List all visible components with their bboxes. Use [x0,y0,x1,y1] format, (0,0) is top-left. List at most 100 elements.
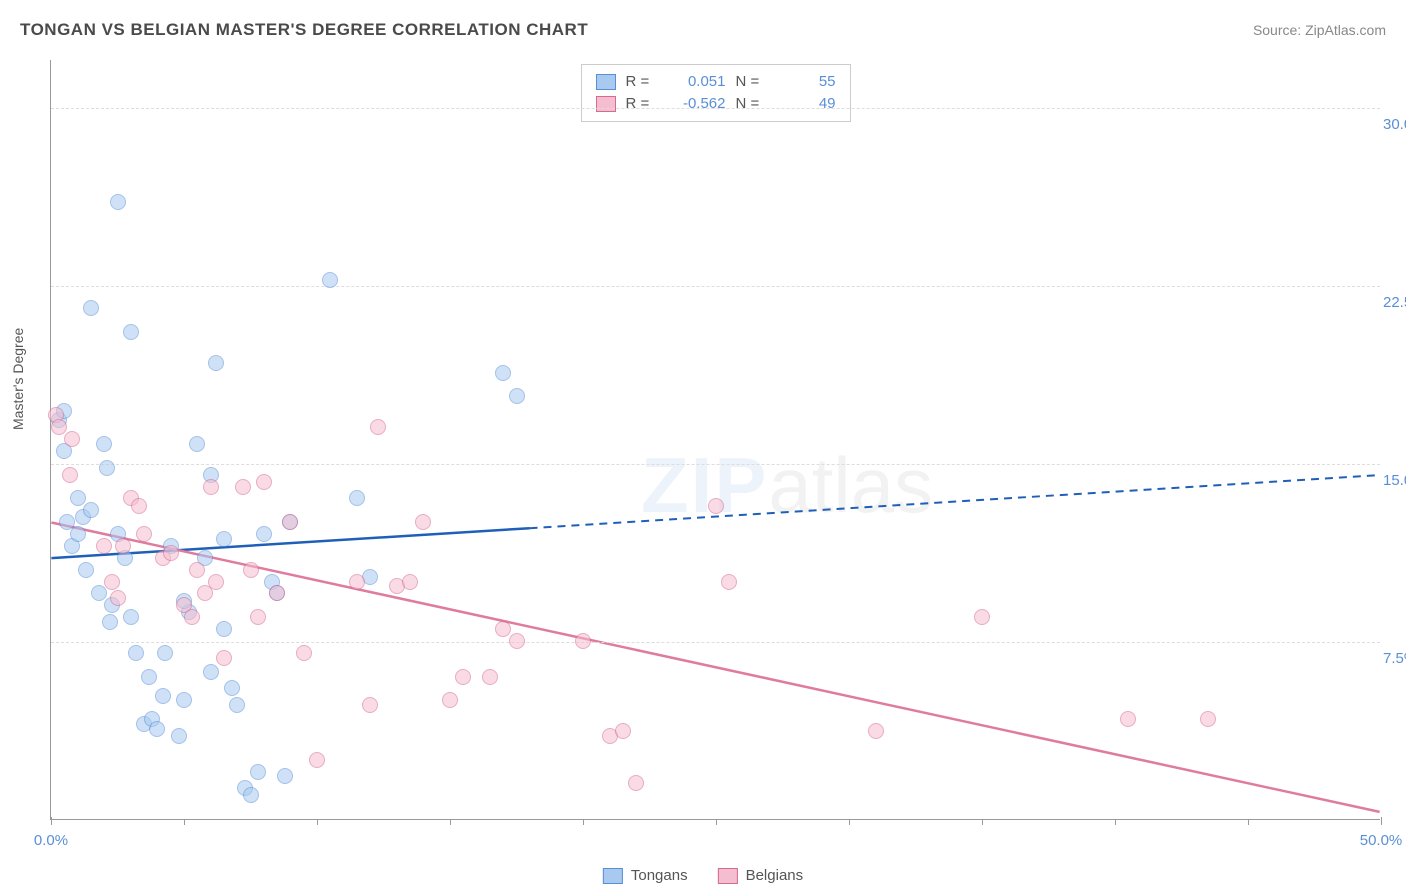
scatter-point[interactable] [282,514,298,530]
scatter-point[interactable] [708,498,724,514]
scatter-point[interactable] [176,692,192,708]
scatter-point[interactable] [83,300,99,316]
scatter-point[interactable] [402,574,418,590]
trend-lines-layer [51,60,1380,819]
chart-container: TONGAN VS BELGIAN MASTER'S DEGREE CORREL… [0,0,1406,892]
watermark-zip: ZIP [641,441,768,529]
scatter-point[interactable] [615,723,631,739]
scatter-point[interactable] [256,526,272,542]
scatter-point[interactable] [64,431,80,447]
scatter-point[interactable] [141,669,157,685]
scatter-point[interactable] [349,490,365,506]
scatter-point[interactable] [62,467,78,483]
scatter-point[interactable] [224,680,240,696]
legend-item-belgians[interactable]: Belgians [718,867,804,884]
scatter-point[interactable] [91,585,107,601]
scatter-point[interactable] [455,669,471,685]
scatter-point[interactable] [96,538,112,554]
xtick-minor [1115,819,1116,825]
scatter-point[interactable] [102,614,118,630]
scatter-point[interactable] [250,609,266,625]
source-link[interactable]: ZipAtlas.com [1305,22,1386,38]
scatter-point[interactable] [482,669,498,685]
scatter-point[interactable] [216,621,232,637]
scatter-point[interactable] [442,692,458,708]
xtick-minor [184,819,185,825]
scatter-point[interactable] [51,419,67,435]
scatter-point[interactable] [83,502,99,518]
scatter-point[interactable] [149,721,165,737]
scatter-point[interactable] [189,562,205,578]
scatter-point[interactable] [509,388,525,404]
scatter-point[interactable] [184,609,200,625]
scatter-point[interactable] [269,585,285,601]
xtick-minor [849,819,850,825]
scatter-point[interactable] [110,590,126,606]
scatter-point[interactable] [99,460,115,476]
scatter-point[interactable] [575,633,591,649]
scatter-point[interactable] [721,574,737,590]
scatter-point[interactable] [216,531,232,547]
scatter-point[interactable] [115,538,131,554]
scatter-point[interactable] [70,526,86,542]
scatter-point[interactable] [104,574,120,590]
legend-item-tongans[interactable]: Tongans [603,867,688,884]
legend-stats-row: R = -0.562 N = 49 [596,93,836,115]
scatter-point[interactable] [131,498,147,514]
xtick-minor [982,819,983,825]
scatter-point[interactable] [203,479,219,495]
scatter-point[interactable] [349,574,365,590]
scatter-point[interactable] [1200,711,1216,727]
scatter-point[interactable] [250,764,266,780]
scatter-point[interactable] [123,609,139,625]
r-label: R = [626,71,656,93]
ytick-label: 15.0% [1383,472,1406,489]
scatter-point[interactable] [296,645,312,661]
scatter-point[interactable] [229,697,245,713]
scatter-point[interactable] [216,650,232,666]
scatter-point[interactable] [256,474,272,490]
scatter-point[interactable] [157,645,173,661]
scatter-point[interactable] [495,621,511,637]
ytick-label: 7.5% [1383,650,1406,667]
scatter-point[interactable] [309,752,325,768]
scatter-point[interactable] [370,419,386,435]
scatter-point[interactable] [974,609,990,625]
scatter-point[interactable] [136,526,152,542]
scatter-point[interactable] [110,194,126,210]
legend-swatch-belgians [718,868,738,884]
legend-swatch-tongans [603,868,623,884]
scatter-point[interactable] [243,562,259,578]
scatter-point[interactable] [163,545,179,561]
scatter-point[interactable] [868,723,884,739]
legend-label: Tongans [631,867,688,884]
scatter-point[interactable] [509,633,525,649]
xtick-minor [716,819,717,825]
scatter-point[interactable] [208,574,224,590]
scatter-point[interactable] [235,479,251,495]
scatter-point[interactable] [495,365,511,381]
scatter-point[interactable] [1120,711,1136,727]
scatter-point[interactable] [322,272,338,288]
scatter-point[interactable] [243,787,259,803]
scatter-point[interactable] [128,645,144,661]
scatter-point[interactable] [155,688,171,704]
source-label: Source: [1253,22,1305,38]
scatter-point[interactable] [189,436,205,452]
scatter-point[interactable] [96,436,112,452]
scatter-point[interactable] [277,768,293,784]
scatter-point[interactable] [415,514,431,530]
scatter-point[interactable] [123,324,139,340]
xtick-label: 0.0% [34,832,68,849]
r-label: R = [626,93,656,115]
scatter-point[interactable] [628,775,644,791]
scatter-point[interactable] [362,697,378,713]
scatter-point[interactable] [70,490,86,506]
r-value: 0.051 [666,71,726,93]
watermark: ZIPatlas [641,440,933,531]
scatter-point[interactable] [78,562,94,578]
scatter-point[interactable] [208,355,224,371]
scatter-point[interactable] [171,728,187,744]
scatter-point[interactable] [203,664,219,680]
watermark-atlas: atlas [768,441,933,529]
